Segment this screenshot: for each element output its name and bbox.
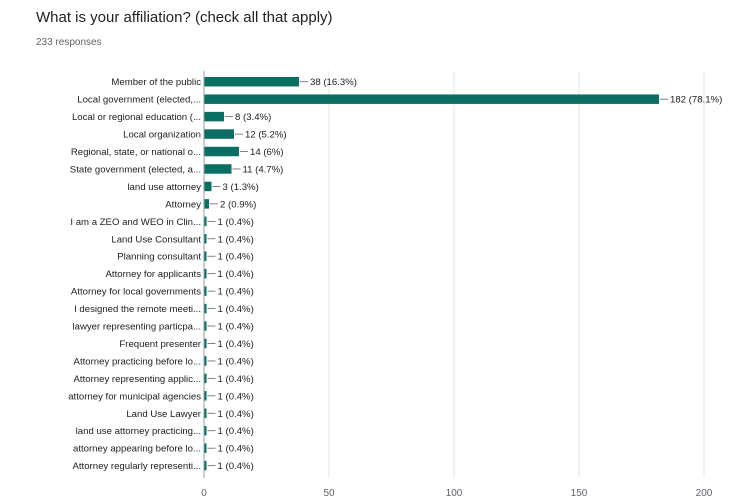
x-tick-label: 150 <box>571 488 588 499</box>
bar <box>204 112 224 122</box>
value-label: 1 (0.4%) <box>218 374 254 385</box>
value-label: 182 (78.1%) <box>670 95 722 106</box>
category-label: Attorney for applicants <box>106 269 202 280</box>
category-label: attorney for municipal agencies <box>68 391 201 402</box>
value-label: 1 (0.4%) <box>218 339 254 350</box>
category-label: Regional, state, or national o... <box>71 147 201 158</box>
bar <box>204 94 659 104</box>
value-label: 1 (0.4%) <box>218 426 254 437</box>
category-label: Local organization <box>123 130 201 141</box>
category-label: Land Use Lawyer <box>126 409 201 420</box>
category-label: Attorney <box>165 199 201 210</box>
value-label: 1 (0.4%) <box>218 287 254 298</box>
category-label: Frequent presenter <box>119 339 201 350</box>
value-label: 1 (0.4%) <box>218 252 254 263</box>
value-label: 1 (0.4%) <box>218 356 254 367</box>
value-label: 14 (6%) <box>250 147 284 158</box>
bar <box>204 77 299 87</box>
bar <box>204 147 239 157</box>
bar <box>204 164 232 174</box>
value-label: 1 (0.4%) <box>218 391 254 402</box>
category-label: land use attorney practicing... <box>76 426 201 437</box>
category-label: State government (elected, a... <box>70 164 201 175</box>
category-label: Attorney for local governments <box>71 287 201 298</box>
value-label: 1 (0.4%) <box>218 461 254 472</box>
value-label: 2 (0.9%) <box>220 199 256 210</box>
value-label: 1 (0.4%) <box>218 217 254 228</box>
category-label: lawyer representing particpa... <box>72 322 201 333</box>
value-label: 1 (0.4%) <box>218 409 254 420</box>
value-label: 1 (0.4%) <box>218 269 254 280</box>
category-label: Planning consultant <box>117 252 201 263</box>
category-label: Attorney regularly representi... <box>72 461 201 472</box>
x-tick-label: 0 <box>201 488 207 499</box>
value-label: 1 (0.4%) <box>218 444 254 455</box>
bar <box>204 129 234 139</box>
value-label: 11 (4.7%) <box>243 164 284 175</box>
category-label: Local or regional education (... <box>72 112 201 123</box>
value-label: 1 (0.4%) <box>218 234 254 245</box>
value-label: 1 (0.4%) <box>218 322 254 333</box>
category-label: Attorney representing applic... <box>74 374 201 385</box>
value-label: 8 (3.4%) <box>235 112 271 123</box>
category-label: Member of the public <box>111 77 201 88</box>
category-label: I designed the remote meeti... <box>74 304 201 315</box>
value-label: 1 (0.4%) <box>218 304 254 315</box>
bar <box>204 199 209 209</box>
bar <box>204 182 212 192</box>
category-label: Attorney practicing before lo... <box>74 356 201 367</box>
category-label: I am a ZEO and WEO in Clin... <box>70 217 201 228</box>
category-label: land use attorney <box>127 182 201 193</box>
x-tick-label: 100 <box>446 488 463 499</box>
category-label: Land Use Consultant <box>111 234 201 245</box>
category-label: Local government (elected,... <box>77 95 201 106</box>
category-label: attorney appearing before lo... <box>73 444 201 455</box>
value-label: 12 (5.2%) <box>245 130 287 141</box>
x-tick-label: 50 <box>323 488 335 499</box>
x-tick-label: 200 <box>696 488 713 499</box>
value-label: 3 (1.3%) <box>223 182 259 193</box>
value-label: 38 (16.3%) <box>310 77 357 88</box>
